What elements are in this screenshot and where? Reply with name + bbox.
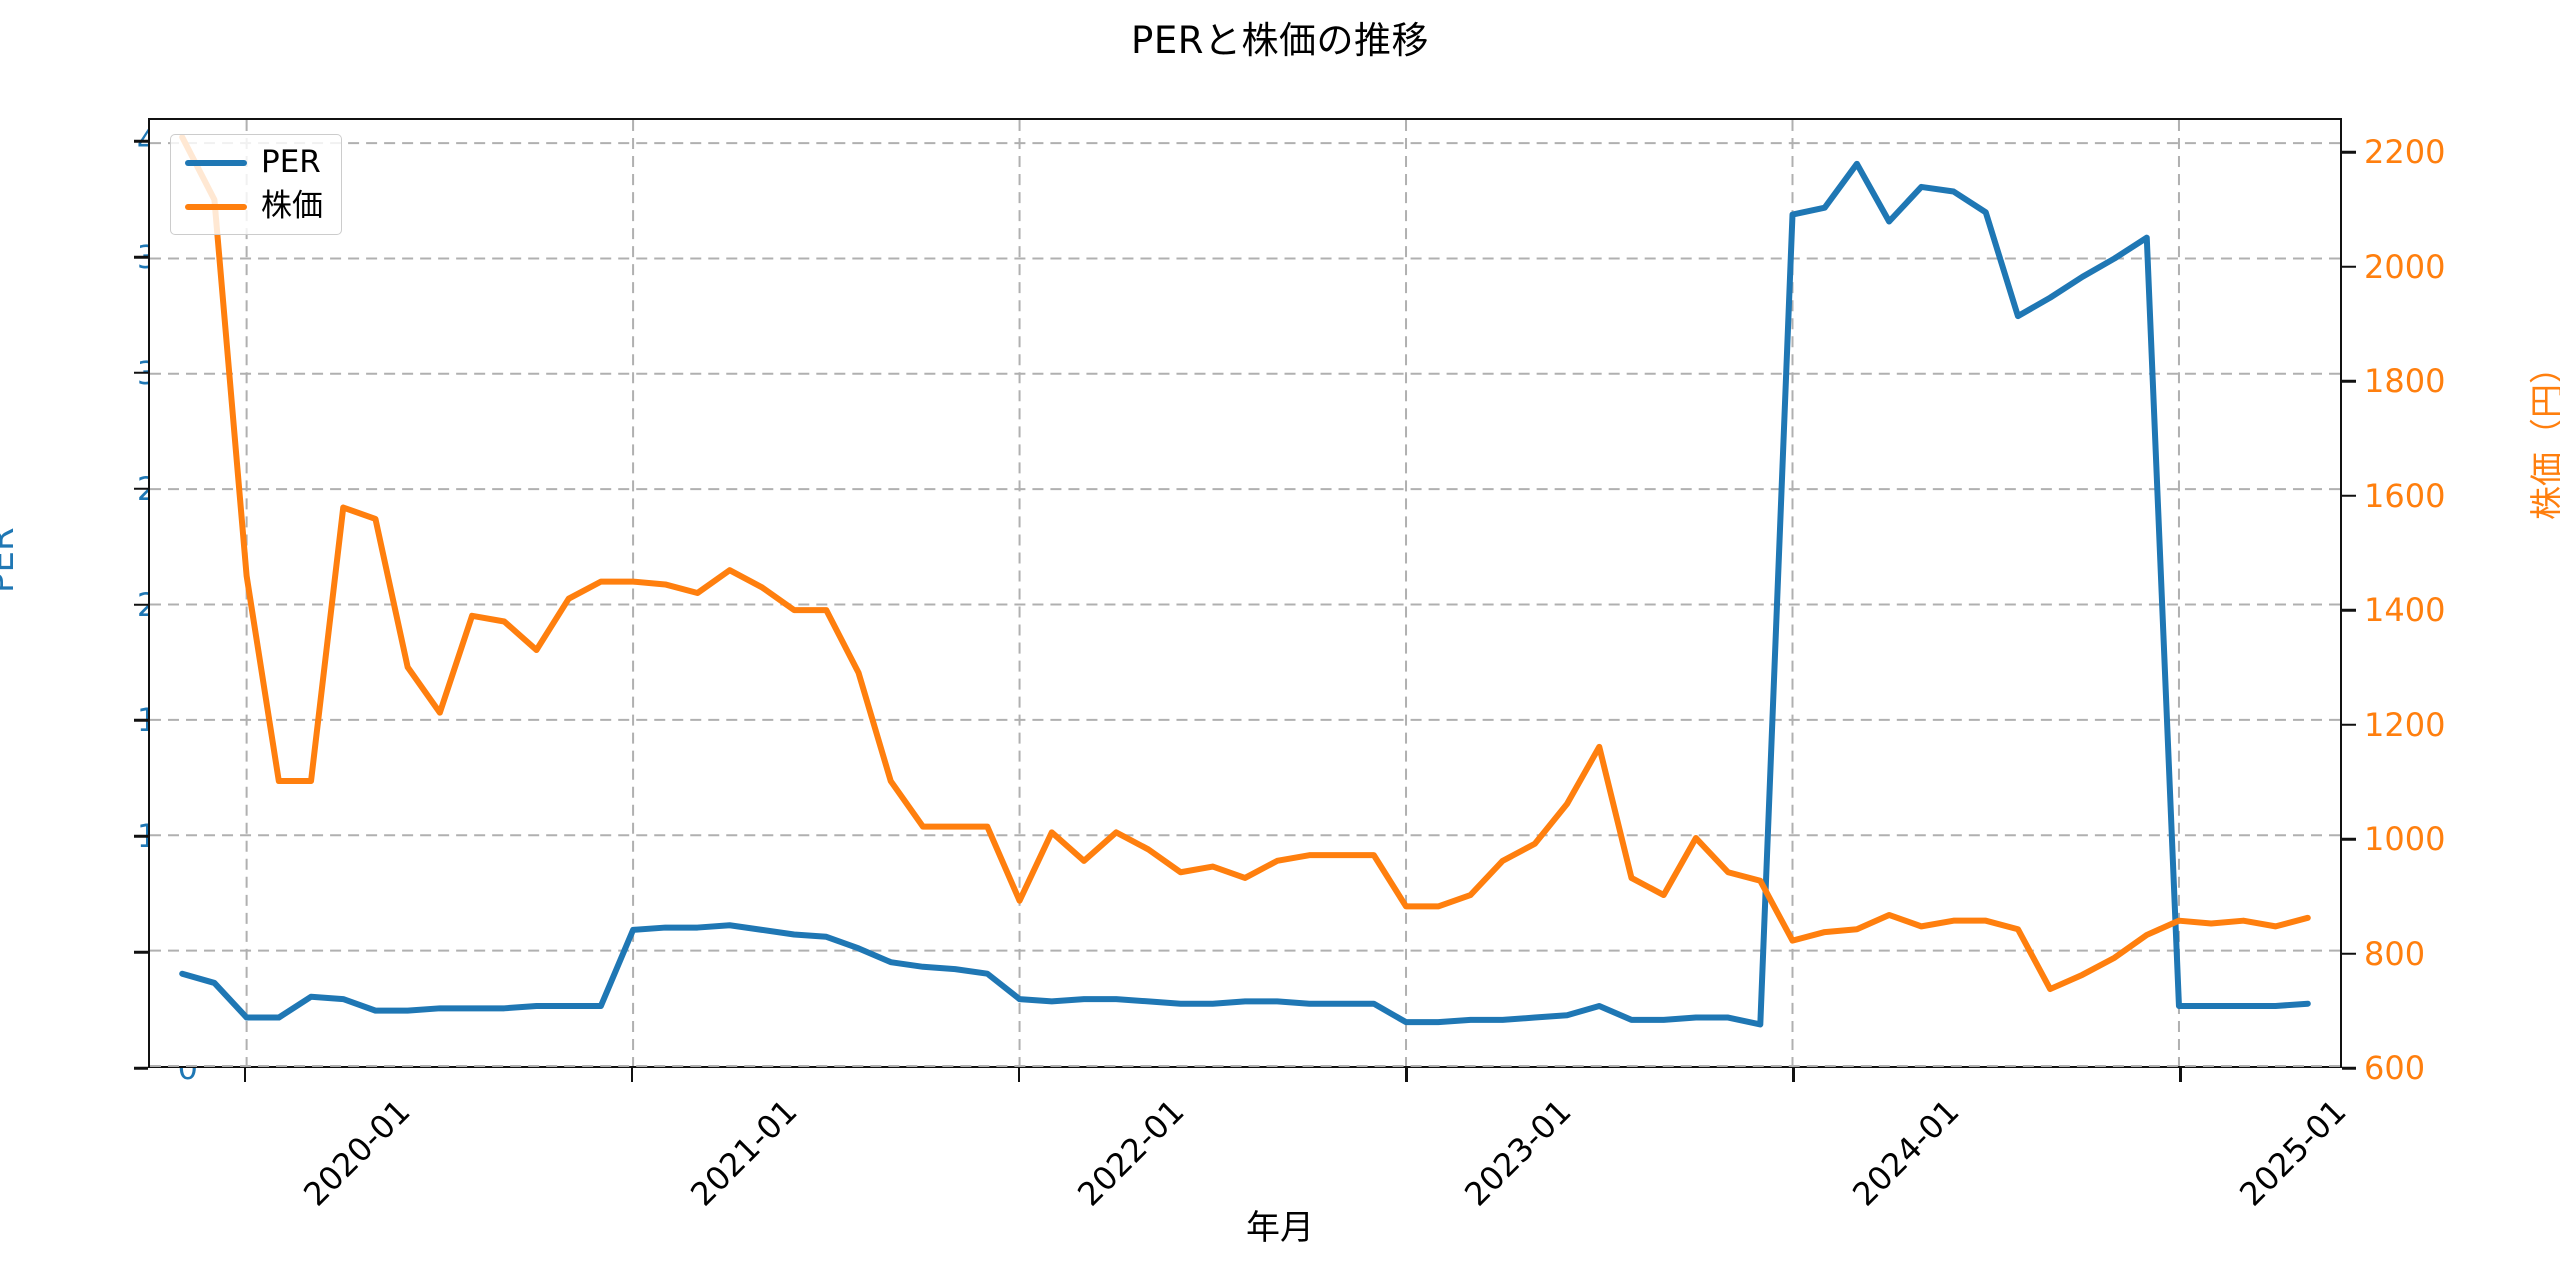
y-axis-right-tick-mark bbox=[2342, 380, 2356, 383]
y-axis-right-tick-label: 600 bbox=[2364, 1049, 2426, 1087]
legend-item-stock[interactable]: 株価 bbox=[185, 191, 323, 222]
y-axis-left-tick-mark bbox=[134, 371, 148, 375]
y-axis-right-tick-mark bbox=[2342, 837, 2356, 841]
legend-item-label: PER bbox=[261, 144, 321, 180]
x-axis-tick-label: 2022-01 bbox=[1070, 1092, 1192, 1214]
y-axis-right-tick-mark bbox=[2342, 151, 2356, 154]
x-axis-tick-mark bbox=[243, 1068, 247, 1082]
y-axis-right-tick-label: 2000 bbox=[2364, 247, 2446, 286]
x-axis-tick-label: 2024-01 bbox=[1844, 1092, 1967, 1214]
y-axis-left-tick-mark bbox=[134, 255, 148, 259]
x-axis-tick-mark bbox=[630, 1068, 634, 1082]
y-axis-right-label: 株価（円） bbox=[2528, 350, 2560, 520]
y-axis-right-tick-label: 800 bbox=[2364, 934, 2426, 973]
y-axis-left-tick-mark bbox=[134, 835, 148, 838]
y-axis-left-tick-mark bbox=[134, 719, 148, 722]
series-line-stock bbox=[182, 137, 2308, 989]
y-axis-right-tick-label: 1400 bbox=[2364, 591, 2446, 630]
y-axis-left-tick-mark bbox=[134, 1066, 148, 1070]
chart-legend: PER 株価 bbox=[170, 134, 342, 235]
x-axis-tick-mark bbox=[1792, 1068, 1795, 1082]
series-lines bbox=[182, 137, 2308, 1024]
x-axis-tick-label: 2020-01 bbox=[295, 1092, 418, 1214]
y-axis-left-tick-mark bbox=[134, 487, 148, 490]
y-axis-right-tick-label: 1600 bbox=[2364, 476, 2446, 515]
x-axis-tick-label: 2023-01 bbox=[1457, 1092, 1579, 1214]
legend-color-swatch bbox=[185, 159, 247, 166]
y-axis-right-tick-label: 1200 bbox=[2364, 705, 2446, 744]
legend-color-swatch bbox=[185, 203, 247, 210]
series-line-per bbox=[182, 164, 2308, 1025]
legend-item-per[interactable]: PER bbox=[185, 147, 323, 178]
y-axis-right-tick-mark bbox=[2342, 952, 2356, 955]
chart-title: PERと株価の推移 bbox=[1131, 19, 1429, 62]
y-axis-right-tick-mark bbox=[2342, 608, 2356, 612]
y-axis-right-tick-label: 2200 bbox=[2364, 133, 2446, 172]
x-axis-tick-mark bbox=[1405, 1068, 1408, 1082]
y-axis-right-tick-label: 1800 bbox=[2364, 362, 2446, 401]
gridlines bbox=[150, 120, 2340, 1068]
y-axis-left-tick-mark bbox=[134, 139, 148, 143]
y-axis-left-tick-mark bbox=[134, 950, 148, 954]
chart-canvas bbox=[150, 120, 2340, 1068]
x-axis-tick-label: 2025-01 bbox=[2231, 1092, 2354, 1214]
y-axis-right-tick-label: 1000 bbox=[2364, 820, 2446, 859]
x-axis-tick-label: 2021-01 bbox=[683, 1092, 805, 1214]
x-axis-tick-mark bbox=[2179, 1068, 2182, 1082]
y-axis-left-label: PER bbox=[0, 527, 22, 593]
y-axis-right-tick-mark bbox=[2342, 494, 2356, 497]
y-axis-right-tick-mark bbox=[2342, 723, 2356, 726]
x-axis-tick-mark bbox=[1017, 1068, 1021, 1082]
y-axis-right-tick-mark bbox=[2342, 265, 2356, 269]
legend-item-label: 株価 bbox=[261, 188, 323, 224]
x-axis-label: 年月 bbox=[1246, 1208, 1314, 1248]
y-axis-right-tick-mark bbox=[2342, 1066, 2356, 1070]
plot-area bbox=[148, 118, 2342, 1068]
y-axis-left-tick-mark bbox=[134, 603, 148, 606]
